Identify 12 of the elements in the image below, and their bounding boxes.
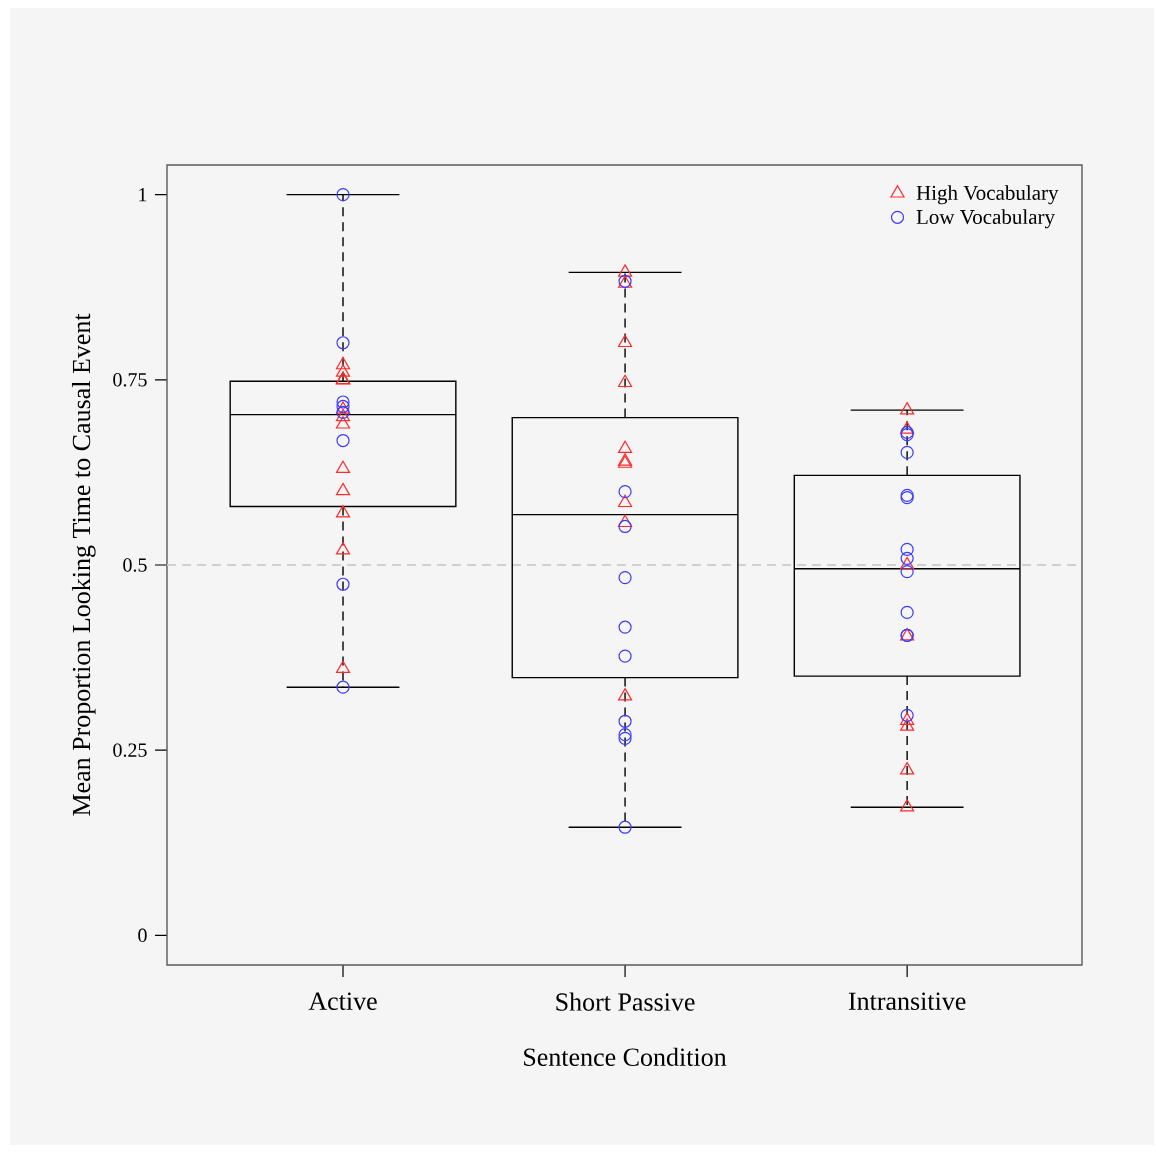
x-tick-label: Short Passive [556, 992, 695, 1011]
y-axis-title: Mean Proportion Looking Time to Causal Event [71, 313, 96, 816]
legend-label: Low Vocabulary [916, 209, 1055, 229]
y-tick-label: 0.5 [123, 558, 147, 572]
y-tick-label: 0.25 [113, 743, 147, 757]
y-tick-label: 1 [139, 188, 147, 202]
y-tick-label: 0.75 [113, 373, 147, 387]
x-tick-label: Intransitive [848, 992, 966, 1010]
legend-label: High Vocabulary [916, 185, 1059, 205]
y-tick-label: 0 [138, 928, 147, 943]
x-axis-title: Sentence Condition [524, 1047, 727, 1066]
x-tick-label: Active [308, 992, 377, 1010]
